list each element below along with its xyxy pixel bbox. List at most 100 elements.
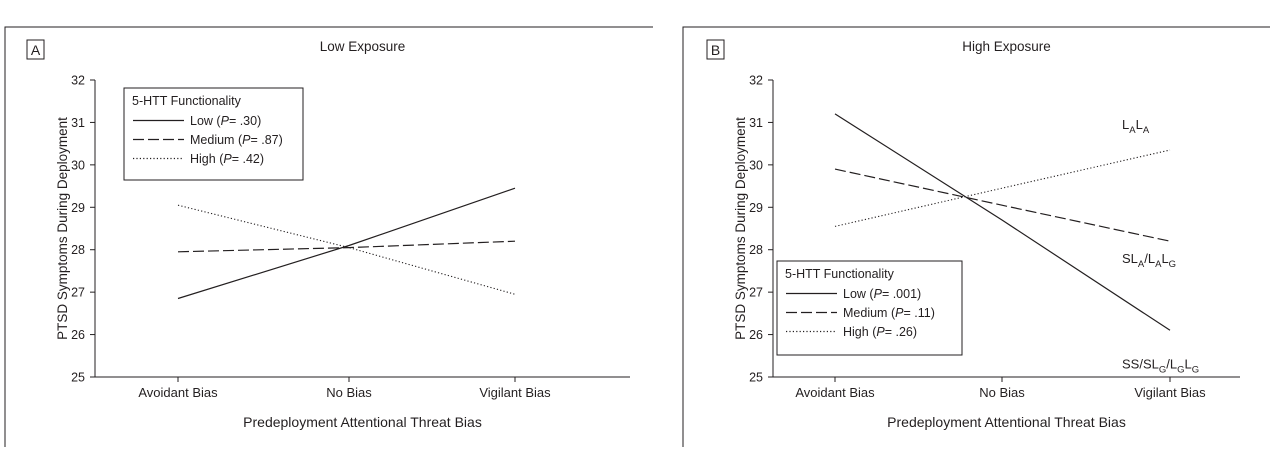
y-tick-label: 26 (749, 328, 763, 342)
x-tick-label: Vigilant Bias (1134, 385, 1206, 400)
genotype-subscript: G (1177, 364, 1184, 375)
y-tick-label: 27 (71, 286, 85, 300)
legend-p-value: = .30 (229, 114, 257, 128)
x-tick-label: No Bias (326, 385, 372, 400)
legend-entry-name: High (190, 152, 216, 166)
genotype-text: L (1184, 356, 1191, 371)
legend-box (123, 87, 304, 181)
y-axis-title: PTSD Symptoms During Deployment (733, 117, 748, 340)
legend-paren-open: ( (869, 287, 874, 301)
x-axis-title: Predeployment Attentional Threat Bias (243, 414, 482, 430)
legend-entry-name: Low (843, 287, 867, 301)
panel-label-box (706, 39, 725, 60)
legend-paren-close: ) (931, 306, 935, 320)
legend-paren-open: ( (891, 306, 896, 320)
y-tick-label: 29 (749, 201, 763, 215)
y-tick-label: 32 (749, 74, 763, 88)
panel-b-high-exposure: B High Exposure 25 26 27 28 29 30 31 32 Avoidant B… (682, 26, 1270, 447)
legend-paren-close: ) (260, 152, 264, 166)
legend-paren-open: ( (872, 325, 877, 339)
genotype-subscript: A (1138, 259, 1145, 270)
legend-p-label: P (242, 133, 251, 147)
panel-a-low-exposure: A Low Exposure 25 26 27 28 29 30 31 32 Avoidant Bi… (4, 26, 653, 447)
legend-p-value: = .11 (903, 306, 930, 320)
x-tick-label: Vigilant Bias (479, 385, 551, 400)
genotype-subscript: G (1192, 364, 1199, 375)
y-tick-label: 30 (749, 158, 763, 172)
y-tick-label: 27 (749, 286, 763, 300)
legend-paren-open: ( (219, 152, 224, 166)
legend-paren-open: ( (216, 114, 221, 128)
legend-p-value: = .42 (232, 152, 260, 166)
legend-title: 5-HTT Functionality (785, 267, 895, 281)
y-tick-label: 28 (71, 243, 85, 257)
genotype-text: L (1136, 117, 1143, 132)
x-tick-label: Avoidant Bias (795, 385, 875, 400)
legend-entry: Low (P= .001) (843, 287, 921, 301)
legend-entry: Medium (P= .11) (843, 306, 935, 320)
panel-label-box (26, 39, 45, 60)
genotype-label: SLA/LALG (1122, 251, 1176, 270)
series-line-medium (177, 240, 516, 253)
legend-entry: High (P= .42) (190, 152, 264, 166)
legend-p-value: = .87 (250, 133, 278, 147)
y-tick-label: 25 (71, 371, 85, 385)
y-tick-label: 29 (71, 201, 85, 215)
x-tick-label: Avoidant Bias (138, 385, 218, 400)
genotype-text: /L (1144, 251, 1155, 266)
genotype-text: SS/SL (1122, 356, 1159, 371)
genotype-text: L (1161, 251, 1168, 266)
legend-entry-name: Medium (843, 306, 887, 320)
genotype-subscript: A (1155, 259, 1162, 270)
legend-paren-close: ) (917, 287, 921, 301)
genotype-label: LALA (1122, 117, 1150, 136)
genotype-subscript: G (1169, 259, 1176, 270)
chart-title: Low Exposure (320, 39, 406, 54)
legend-p-label: P (874, 287, 883, 301)
genotype-subscript: A (1129, 125, 1136, 136)
y-tick-label: 25 (749, 371, 763, 385)
legend-paren-open: ( (238, 133, 243, 147)
legend-p-label: P (895, 306, 904, 320)
panel-frame (4, 26, 653, 447)
legend-entry-name: High (843, 325, 869, 339)
legend-p-value: = .26 (885, 325, 913, 339)
series-line-medium (834, 168, 1171, 242)
panel-label: A (31, 42, 41, 58)
legend-entry: Low (P= .30) (190, 114, 261, 128)
y-tick-label: 31 (749, 116, 763, 130)
legend-entry: High (P= .26) (843, 325, 917, 339)
legend-p-value: = .001 (882, 287, 917, 301)
series-line-high (177, 204, 516, 295)
y-tick-label: 30 (71, 158, 85, 172)
legend-paren-close: ) (257, 114, 261, 128)
legend-title: 5-HTT Functionality (132, 94, 242, 108)
genotype-text: SL (1122, 251, 1138, 266)
legend-entry: Medium (P= .87) (190, 133, 283, 147)
legend-paren-close: ) (913, 325, 917, 339)
genotype-text: L (1122, 117, 1129, 132)
y-tick-label: 28 (749, 243, 763, 257)
y-tick-label: 31 (71, 116, 85, 130)
legend-paren-close: ) (279, 133, 283, 147)
legend-p-label: P (876, 325, 885, 339)
series-line-low (834, 113, 1171, 331)
legend-entry-name: Low (190, 114, 214, 128)
y-axis-title: PTSD Symptoms During Deployment (55, 117, 70, 340)
genotype-text: /L (1166, 356, 1177, 371)
x-axis-title: Predeployment Attentional Threat Bias (887, 414, 1126, 430)
genotype-label: SS/SLG/LGLG (1122, 356, 1199, 375)
y-tick-label: 26 (71, 328, 85, 342)
legend-entry-name: Medium (190, 133, 234, 147)
chart-title: High Exposure (962, 39, 1051, 54)
y-tick-label: 32 (71, 74, 85, 88)
genotype-subscript: G (1159, 364, 1166, 375)
panel-frame (682, 26, 1270, 447)
panel-label: B (711, 42, 720, 58)
legend-p-label: P (223, 152, 232, 166)
series-line-low (177, 187, 516, 300)
legend-box (776, 260, 963, 356)
x-tick-label: No Bias (979, 385, 1025, 400)
series-line-high (834, 149, 1171, 227)
